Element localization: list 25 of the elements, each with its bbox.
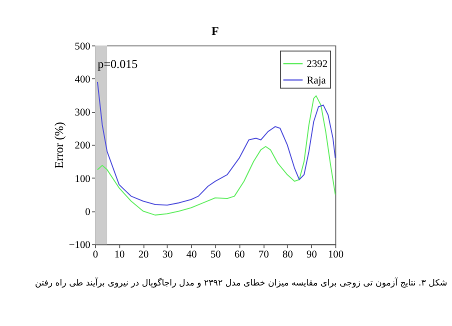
y-tick-label: 300	[74, 108, 90, 119]
band-label: p=0.015	[98, 56, 138, 71]
y-tick-label: 100	[74, 174, 90, 185]
x-tick-label: 70	[258, 250, 269, 261]
x-tick-label: 30	[162, 250, 173, 261]
x-tick-label: 90	[306, 250, 317, 261]
x-tick-label: 60	[234, 250, 245, 261]
y-tick-label: −100	[68, 240, 90, 252]
text: شکل ۳. نتایج آزمون تی زوجی برای مقایسه میزان خطای مدل ۲۳۹۲ و مدل راجاگوپال در نیروی برآیند طی راه رفتن	[35, 276, 448, 289]
legend-label: Raja	[306, 75, 326, 86]
y-axis-title: Error (%)	[52, 122, 66, 169]
legend-label: 2392	[306, 59, 328, 70]
y-tick-label: 400	[74, 74, 90, 86]
x-tick-label: 100	[328, 250, 344, 261]
line-series	[96, 95, 336, 216]
x-tick-label: 10	[114, 250, 125, 261]
x-tick-label: 0	[92, 250, 98, 261]
chart-title: F	[212, 24, 219, 38]
x-tick-label: 80	[282, 250, 293, 261]
y-tick-label: 0	[85, 206, 90, 218]
y-tick-label: 200	[74, 140, 90, 152]
x-tick-label: 20	[138, 250, 149, 261]
y-tick-label: 500	[74, 41, 90, 52]
x-tick-label: 50	[210, 250, 221, 261]
x-tick-label: 40	[186, 250, 197, 261]
